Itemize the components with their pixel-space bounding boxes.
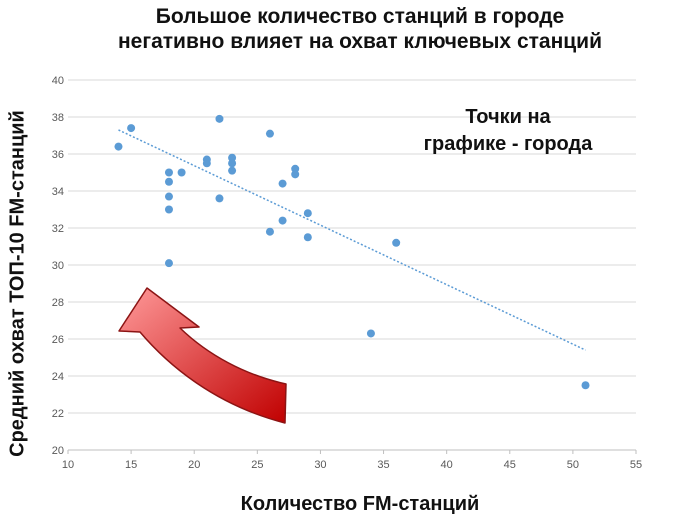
data-point xyxy=(164,168,173,177)
data-point xyxy=(278,179,287,188)
x-tick-label: 35 xyxy=(377,459,389,471)
y-tick-label: 38 xyxy=(52,112,64,124)
y-tick-label: 36 xyxy=(52,149,64,161)
data-point xyxy=(303,209,312,218)
y-tick-label: 28 xyxy=(52,297,64,309)
x-tick-label: 55 xyxy=(630,459,642,471)
data-point xyxy=(164,192,173,201)
annotation-text: Точки на графике - города xyxy=(396,104,620,158)
data-point xyxy=(164,177,173,186)
x-tick-label: 20 xyxy=(188,459,200,471)
y-tick-label: 30 xyxy=(52,260,64,272)
x-tick-label: 40 xyxy=(441,459,453,471)
x-tick-label: 30 xyxy=(314,459,326,471)
y-tick-label: 40 xyxy=(52,75,64,87)
annotation-line-1: Точки на xyxy=(465,106,551,128)
data-point xyxy=(164,205,173,214)
data-point xyxy=(177,168,186,177)
data-point xyxy=(228,166,237,175)
x-tick-label: 45 xyxy=(504,459,516,471)
data-point xyxy=(202,159,211,168)
data-point xyxy=(215,194,224,203)
x-axis-title: Количество FM-станций xyxy=(240,493,480,515)
axes xyxy=(67,449,637,454)
data-point xyxy=(278,216,287,225)
annotation-line-2: графике - города xyxy=(423,133,593,155)
data-point xyxy=(291,170,300,179)
data-point xyxy=(366,329,375,338)
tick-labels: 20 22 24 26 28 30 32 34 36 38 40 10 15 20 25 30 35 40 45 50… xyxy=(52,75,642,471)
y-tick-label: 20 xyxy=(52,445,64,457)
data-point xyxy=(228,159,237,168)
chart-title-line-1: Большое количество станций в городе xyxy=(155,5,565,28)
data-point xyxy=(114,142,123,151)
y-tick-label: 22 xyxy=(52,408,64,420)
chart-title-line-2: негативно влияет на охват ключевых станц… xyxy=(117,30,603,53)
y-tick-label: 32 xyxy=(52,223,64,235)
data-point xyxy=(215,114,224,123)
data-point xyxy=(581,381,590,390)
data-point xyxy=(392,238,401,247)
y-tick-label: 34 xyxy=(52,186,64,198)
x-tick-label: 25 xyxy=(251,459,263,471)
data-points xyxy=(114,114,590,390)
x-tick-label: 10 xyxy=(62,459,74,471)
x-tick-label: 50 xyxy=(567,459,579,471)
curved-arrow-icon xyxy=(118,287,287,424)
data-point xyxy=(127,124,136,133)
data-point xyxy=(228,153,237,162)
data-point xyxy=(265,227,274,236)
y-tick-label: 26 xyxy=(52,334,64,346)
x-tick-label: 15 xyxy=(125,459,137,471)
data-point xyxy=(291,164,300,173)
data-point xyxy=(265,129,274,138)
y-tick-label: 24 xyxy=(52,371,64,383)
chart-title: Большое количество станций в городе нега… xyxy=(40,4,680,54)
data-point xyxy=(164,259,173,268)
data-point xyxy=(303,233,312,242)
